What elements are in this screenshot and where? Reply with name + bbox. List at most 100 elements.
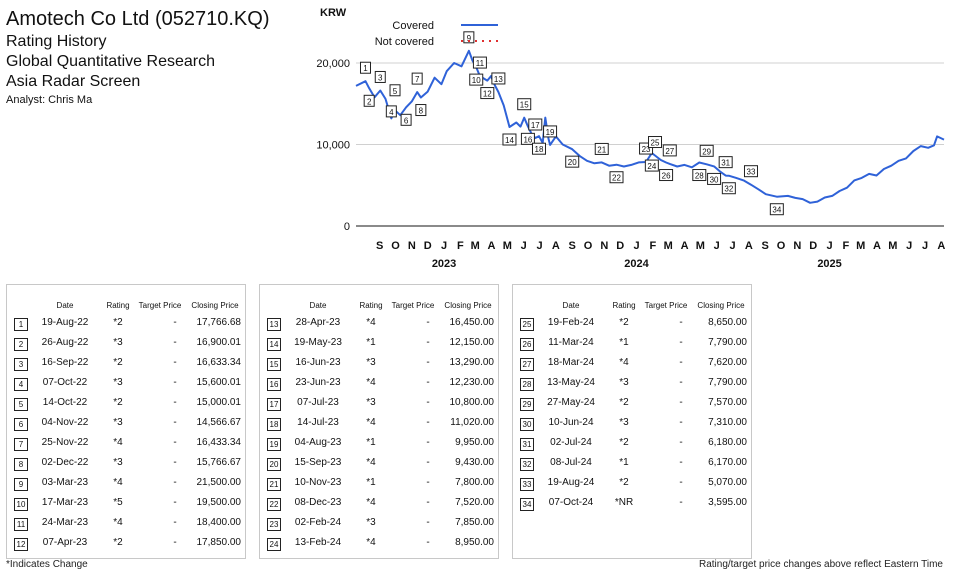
rating-marker-box — [389, 84, 401, 97]
x-month-label: F — [650, 240, 657, 252]
rating-marker-box — [528, 118, 543, 131]
rating-marker-box — [639, 142, 654, 155]
rating-marker-label: 29 — [702, 147, 711, 156]
row-closing-price: 15,600.01 — [196, 377, 242, 388]
row-target-price: - — [426, 497, 430, 508]
rating-marker-label: 17 — [531, 121, 540, 130]
y-tick-labels: 0 10,000 20,000 — [316, 58, 350, 233]
rating-marker-label: 6 — [404, 116, 409, 125]
rating-marker-box — [359, 61, 371, 74]
rating-marker-label: 32 — [724, 185, 733, 194]
rating-marker-box — [411, 72, 423, 85]
row-date: 27-May-24 — [547, 397, 595, 408]
row-date: 19-May-23 — [294, 337, 342, 348]
rating-marker-label: 14 — [505, 136, 514, 145]
row-closing-price: 12,150.00 — [449, 337, 495, 348]
rating-marker-label: 25 — [651, 139, 660, 148]
row-rating: *3 — [366, 397, 376, 408]
rating-marker-label: 13 — [494, 75, 503, 84]
rating-marker-label: 18 — [535, 145, 544, 154]
table-header: Date Rating Target Price Closing Price — [513, 292, 751, 316]
row-target-price: - — [426, 397, 430, 408]
row-number: 29 — [520, 398, 534, 411]
row-closing-price: 7,790.00 — [708, 377, 747, 388]
row-rating: *2 — [113, 397, 123, 408]
row-date: 19-Aug-24 — [547, 477, 595, 488]
row-rating: *4 — [113, 517, 123, 528]
x-month-label: F — [457, 240, 464, 252]
row-date: 16-Jun-23 — [295, 357, 341, 368]
row-date: 04-Nov-22 — [41, 417, 89, 428]
table-row: 24 13-Feb-24 *4 - 8,950.00 — [260, 533, 498, 553]
row-number: 33 — [520, 478, 534, 491]
row-rating: *2 — [113, 317, 123, 328]
row-target-price: - — [173, 397, 177, 408]
row-target-price: - — [173, 317, 177, 328]
header-date: Date — [309, 301, 327, 310]
row-date: 13-May-24 — [547, 377, 595, 388]
rating-marker-box — [517, 98, 532, 111]
row-date: 02-Feb-24 — [294, 517, 342, 528]
row-date: 23-Jun-23 — [295, 377, 341, 388]
row-rating: *1 — [619, 457, 629, 468]
rating-table-3: Date Rating Target Price Closing Price 2… — [512, 284, 752, 559]
rating-marker-label: 30 — [710, 175, 719, 184]
x-month-label: D — [616, 240, 624, 252]
table-row: 1 19-Aug-22 *2 - 17,766.68 — [7, 313, 245, 333]
row-date: 04-Aug-23 — [294, 437, 342, 448]
table-row: 14 19-May-23 *1 - 12,150.00 — [260, 333, 498, 353]
row-number: 19 — [267, 438, 281, 451]
row-number: 25 — [520, 318, 534, 331]
row-rating: *4 — [366, 417, 376, 428]
row-closing-price: 6,180.00 — [708, 437, 747, 448]
row-rating: *3 — [113, 337, 123, 348]
table-row: 29 27-May-24 *2 - 7,570.00 — [513, 393, 751, 413]
row-rating: *4 — [366, 537, 376, 548]
rating-marker-box — [400, 113, 412, 126]
row-closing-price: 9,430.00 — [455, 457, 494, 468]
row-rating: *3 — [366, 357, 376, 368]
table-row: 11 24-Mar-23 *4 - 18,400.00 — [7, 513, 245, 533]
x-month-label: M — [856, 240, 865, 252]
row-target-price: - — [173, 537, 177, 548]
chart-legend: Covered Not covered — [375, 20, 498, 48]
subtitle-screen: Asia Radar Screen — [6, 73, 141, 90]
x-month-label: O — [584, 240, 593, 252]
header-rating: Rating — [106, 301, 130, 310]
row-closing-price: 7,790.00 — [708, 337, 747, 348]
x-month-label: S — [762, 240, 769, 252]
legend-label-covered: Covered — [392, 20, 434, 32]
x-month-label: J — [441, 240, 447, 252]
row-target-price: - — [173, 417, 177, 428]
row-rating: *4 — [113, 477, 123, 488]
row-rating: *3 — [619, 417, 629, 428]
row-date: 26-Aug-22 — [41, 337, 89, 348]
table-row: 7 25-Nov-22 *4 - 16,433.34 — [7, 433, 245, 453]
row-number: 5 — [14, 398, 28, 411]
row-number: 14 — [267, 338, 281, 351]
rating-marker-box — [374, 70, 386, 83]
row-date: 28-Apr-23 — [295, 317, 341, 328]
row-number: 27 — [520, 358, 534, 371]
row-number: 7 — [14, 438, 28, 451]
x-year-label: 2023 — [432, 258, 456, 270]
header-closing-price: Closing Price — [191, 301, 239, 310]
rating-marker-box — [659, 169, 674, 182]
row-number: 6 — [14, 418, 28, 431]
y-tick-label: 20,000 — [316, 58, 350, 70]
row-date: 07-Oct-22 — [42, 377, 88, 388]
x-month-label: A — [552, 240, 560, 252]
table-row: 33 19-Aug-24 *2 - 5,070.00 — [513, 473, 751, 493]
table-row: 22 08-Dec-23 *4 - 7,520.00 — [260, 493, 498, 513]
row-rating: *NR — [614, 497, 634, 508]
row-closing-price: 17,850.00 — [196, 537, 242, 548]
row-date: 11-Mar-24 — [548, 337, 594, 348]
row-target-price: - — [173, 337, 177, 348]
row-closing-price: 15,000.01 — [196, 397, 242, 408]
rating-marker-label: 12 — [483, 90, 492, 99]
row-date: 08-Dec-23 — [294, 497, 342, 508]
row-target-price: - — [679, 437, 683, 448]
row-closing-price: 9,950.00 — [455, 437, 494, 448]
x-month-label: M — [471, 240, 480, 252]
